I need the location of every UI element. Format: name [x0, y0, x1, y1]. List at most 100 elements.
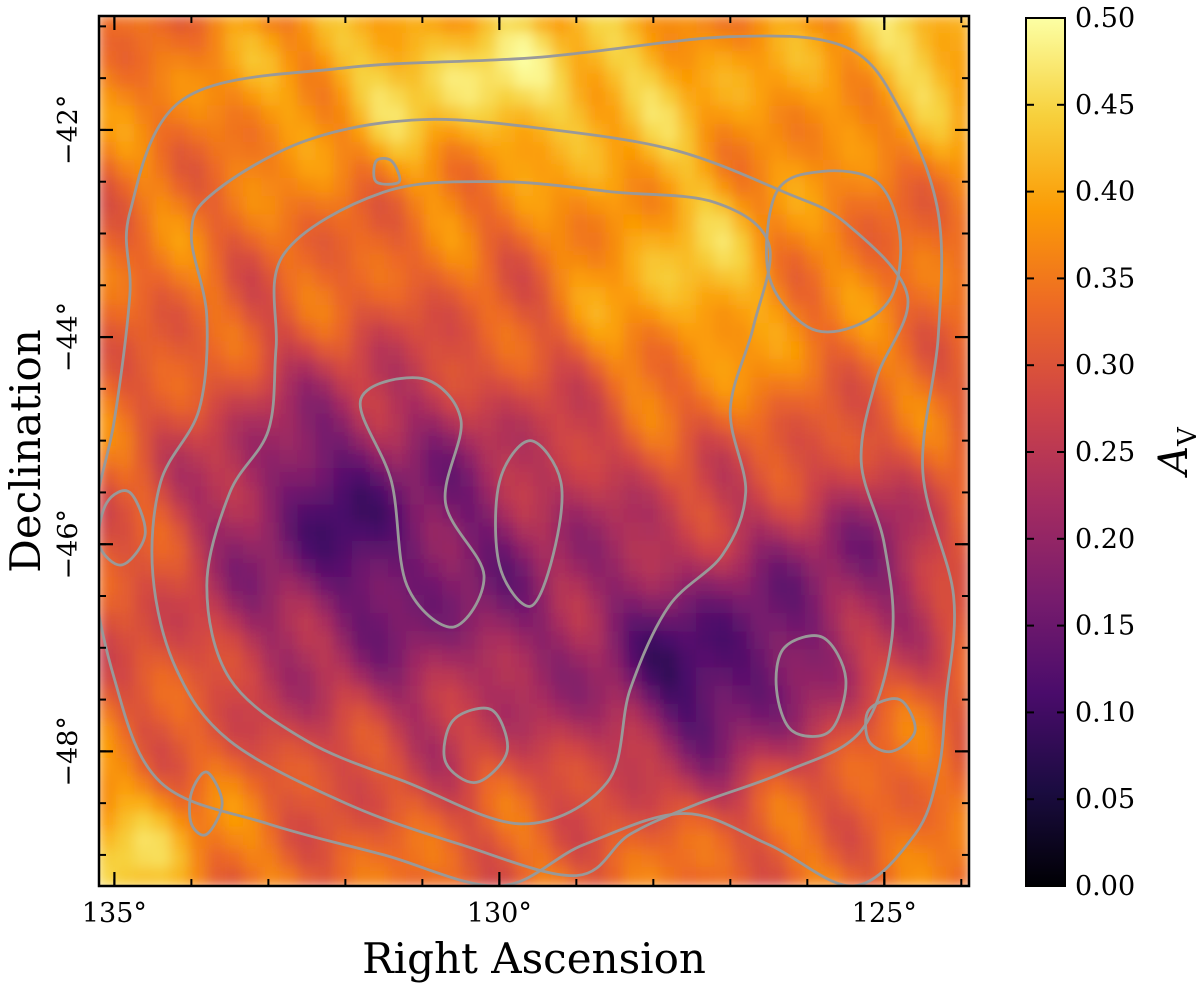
heatmap-cell: [170, 105, 191, 126]
heatmap-cell: [116, 504, 137, 525]
heatmap-cell: [533, 703, 554, 724]
heatmap-cell: [877, 33, 898, 54]
heatmap-cell: [931, 51, 952, 72]
heatmap-cell: [569, 395, 590, 416]
heatmap-cell: [804, 51, 825, 72]
heatmap-cell: [659, 776, 680, 797]
heatmap-cell: [369, 866, 390, 886]
heatmap-cell: [333, 305, 354, 326]
heatmap-cell: [895, 87, 916, 108]
heatmap-cell: [877, 776, 898, 797]
heatmap-cell: [551, 703, 572, 724]
heatmap-cell: [478, 450, 499, 471]
heatmap-cell: [134, 450, 155, 471]
heatmap-cell: [877, 51, 898, 72]
heatmap-cell: [478, 341, 499, 362]
heatmap-cell: [406, 540, 427, 561]
heatmap-cell: [732, 558, 753, 579]
heatmap-cell: [913, 866, 934, 886]
heatmap-cell: [823, 123, 844, 144]
heatmap-cell: [587, 540, 608, 561]
heatmap-cell: [514, 703, 535, 724]
heatmap-cell: [388, 721, 409, 742]
heatmap-cell: [877, 214, 898, 235]
heatmap-cell: [514, 214, 535, 235]
heatmap-cell: [388, 16, 409, 36]
heatmap-cell: [206, 359, 227, 380]
heatmap-cell: [152, 794, 173, 815]
heatmap-cell: [949, 649, 969, 670]
heatmap-cell: [641, 214, 662, 235]
heatmap-cell: [533, 359, 554, 380]
heatmap-cell: [678, 486, 699, 507]
heatmap-cell: [750, 196, 771, 217]
heatmap-cell: [116, 178, 137, 199]
heatmap-cell: [533, 214, 554, 235]
heatmap-cell: [369, 250, 390, 271]
heatmap-cell: [442, 721, 463, 742]
heatmap-cell: [623, 160, 644, 181]
heatmap-cell: [551, 123, 572, 144]
heatmap-cell: [152, 703, 173, 724]
heatmap-cell: [786, 359, 807, 380]
heatmap-cell: [315, 250, 336, 271]
heatmap-cell: [786, 250, 807, 271]
heatmap-cell: [931, 413, 952, 434]
heatmap-cell: [750, 468, 771, 489]
heatmap-cell: [823, 595, 844, 616]
heatmap-cell: [116, 468, 137, 489]
heatmap-cell: [804, 721, 825, 742]
heatmap-cell: [297, 595, 318, 616]
heatmap-cell: [170, 740, 191, 761]
heatmap-cell: [786, 830, 807, 851]
heatmap-cell: [623, 450, 644, 471]
heatmap-cell: [750, 866, 771, 886]
heatmap-cell: [696, 87, 717, 108]
heatmap-cell: [243, 866, 264, 886]
heatmap-cell: [116, 758, 137, 779]
heatmap-cell: [569, 232, 590, 253]
heatmap-cell: [859, 341, 880, 362]
heatmap-cell: [696, 33, 717, 54]
heatmap-cell: [786, 377, 807, 398]
heatmap-cell: [533, 830, 554, 851]
heatmap-cell: [206, 576, 227, 597]
heatmap-cell: [152, 540, 173, 561]
heatmap-cell: [99, 323, 119, 344]
heatmap-cell: [424, 87, 445, 108]
heatmap-cell: [750, 740, 771, 761]
heatmap-cell: [315, 576, 336, 597]
heatmap-cell: [841, 504, 862, 525]
heatmap-cell: [587, 359, 608, 380]
heatmap-cell: [895, 33, 916, 54]
heatmap-cell: [99, 123, 119, 144]
heatmap-cell: [949, 830, 969, 851]
heatmap-cell: [804, 740, 825, 761]
heatmap-cell: [786, 395, 807, 416]
heatmap-cell: [369, 812, 390, 833]
heatmap-cell: [949, 123, 969, 144]
heatmap-cell: [224, 576, 245, 597]
heatmap-cell: [315, 395, 336, 416]
heatmap-cell: [170, 232, 191, 253]
heatmap-cell: [605, 522, 626, 543]
heatmap-cell: [315, 540, 336, 561]
heatmap-cell: [333, 141, 354, 162]
heatmap-cell: [841, 468, 862, 489]
heatmap-cell: [569, 341, 590, 362]
heatmap-cell: [478, 250, 499, 271]
contour-se-blob: [864, 697, 917, 754]
heatmap-cell: [243, 631, 264, 652]
heatmap-cell: [224, 866, 245, 886]
heatmap-cell: [913, 268, 934, 289]
heatmap-cell: [134, 468, 155, 489]
heatmap-cell: [116, 595, 137, 616]
heatmap-cell: [206, 848, 227, 869]
heatmap-cell: [315, 595, 336, 616]
heatmap-cell: [388, 649, 409, 670]
heatmap-cell: [116, 812, 137, 833]
heatmap-cell: [351, 667, 372, 688]
heatmap-cell: [949, 105, 969, 126]
heatmap-cell: [460, 595, 481, 616]
